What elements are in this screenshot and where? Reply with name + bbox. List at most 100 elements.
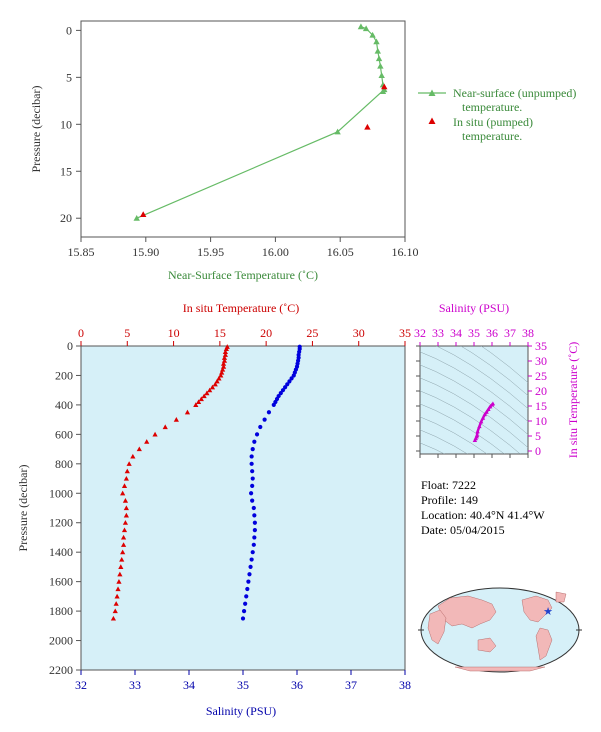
ts-y-tick-label-5: 25 [535,369,547,383]
temperature-point [214,378,220,384]
temperature-point [120,542,127,547]
legend-in-situ-marker [428,117,436,124]
ts-point [475,429,480,434]
sal-tick-label-5: 37 [345,678,357,692]
ts-y-tick-label-1: 5 [535,429,541,443]
salinity-point [266,410,272,415]
temperature-point [114,593,120,599]
salinity-point [291,373,296,378]
ts-contour [460,346,528,396]
legend-in-situ-label-2: temperature. [462,129,522,143]
temp-tick-label-6: 30 [353,326,365,340]
ts-y-tick-label-3: 15 [535,399,547,413]
salinity-point [262,417,267,422]
legend-near-surface-marker [428,89,436,96]
near-surface-legend: Near-surface (unpumped) temperature. In … [418,86,576,143]
salinity-point [244,594,249,599]
temperature-point [117,571,123,577]
near-surface-point [369,31,376,38]
ts-x-tick-label-2: 34 [450,326,462,340]
temperature-point [122,498,129,503]
temp-tick-label-3: 15 [214,326,226,340]
salinity-point [258,424,263,430]
temperature-point [124,468,130,474]
ts-point [486,407,491,412]
salinity-point [252,520,257,525]
near-surface-x-axis-label: Near-Surface Temperature (˚C) [168,268,318,282]
temperature-point [220,364,227,369]
pressure-tick-label-7: 1400 [49,545,73,559]
near-surface-point [377,62,384,69]
salinity-point [285,382,290,387]
in-situ-point [381,83,388,90]
temperature-point [116,579,122,584]
float-info: Float: 7222 Profile: 149 Location: 40.4°… [421,478,545,537]
temperature-point [120,534,127,540]
pressure-tick-label-11: 2200 [49,663,73,677]
temp-tick-label-4: 20 [260,326,272,340]
ts-x-tick-label-3: 35 [468,326,480,340]
temp-tick-label-5: 25 [306,326,318,340]
ts-point [489,402,495,407]
temperature-point [223,346,229,352]
y-tick-label-1: 5 [66,70,72,84]
x-tick-label-2: 15.95 [197,245,224,259]
ts-y-tick-label-4: 20 [535,384,547,398]
temperature-point [207,387,213,393]
salinity-point [251,542,256,547]
x-tick-label-3: 16.00 [262,245,289,259]
salinity-point [250,476,255,481]
salinity-point [271,402,276,408]
pressure-tick-label-2: 400 [55,398,73,412]
near-surface-point [375,55,383,62]
ts-series [472,401,496,442]
profile-chart: 0 5 10 15 20 25 30 35 32 33 34 35 36 37 38 0 200 400 600 80… [16,301,411,718]
temperature-point [198,396,204,402]
legend-in-situ-label-1: In situ (pumped) [453,115,533,129]
ts-x-tick-label-5: 37 [504,326,516,340]
sal-tick-label-0: 32 [75,678,87,692]
profile-series [110,344,302,621]
near-surface-point [357,23,365,30]
temperature-point [126,461,132,466]
ts-density-contours [420,346,528,454]
salinity-point [254,432,260,437]
sal-tick-label-3: 35 [237,678,249,692]
pressure-tick-label-6: 1200 [49,516,73,530]
x-tick-label-5: 16.10 [392,245,419,259]
salinity-point [243,601,248,606]
temperature-point [136,446,142,452]
ts-y-tick-label-2: 10 [535,414,547,428]
near-surface-point [373,38,380,45]
y-tick-label-3: 15 [60,164,72,178]
salinity-point [287,379,292,384]
temperature-point [118,564,124,569]
in-situ-point [364,123,371,130]
star-icon: ★ [543,606,553,618]
ts-title: Salinity (PSU) [439,301,509,315]
near-surface-point [334,128,341,135]
x-tick-label-1: 15.90 [132,245,159,259]
profile-y-axis-label: Pressure (decibar) [16,465,30,552]
pressure-tick-label-5: 1000 [49,486,73,500]
temperature-point [222,349,229,354]
profile-plot-area [80,345,406,671]
near-surface-chart: 15.85 15.90 15.95 16.00 16.05 16.10 0 5 10 15 20 N… [29,20,576,282]
ts-point [484,409,489,414]
ts-contour [420,390,521,454]
pressure-tick-label-4: 800 [55,457,73,471]
ts-contour [420,364,528,435]
legend-near-surface-label-2: temperature. [462,100,522,114]
salinity-point [296,352,301,357]
temperature-point [221,355,228,360]
world-map: ★ [418,587,582,673]
x-tick-label-4: 16.05 [327,245,354,259]
salinity-point [246,579,251,584]
salinity-point [249,491,254,496]
temperature-point [120,549,126,555]
pressure-tick-label-0: 0 [67,339,73,353]
ts-x-tick-label-0: 32 [414,326,426,340]
salinity-point [250,498,255,503]
temperature-point [144,439,150,444]
sal-tick-label-1: 33 [129,678,141,692]
